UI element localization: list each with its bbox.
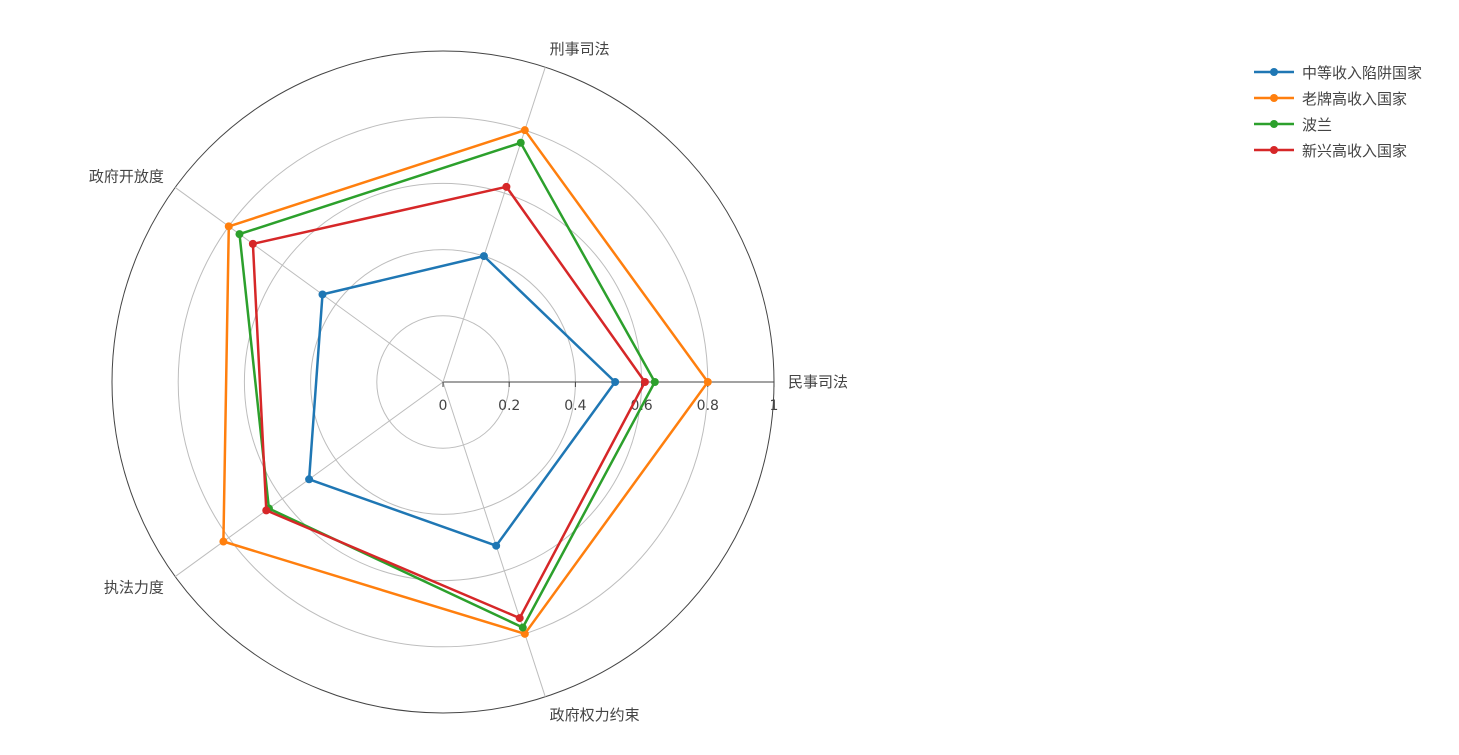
spoke-政府权力约束 [442,381,546,697]
data-point [248,239,257,248]
data-point [520,629,529,638]
legend-item[interactable]: 波兰 [1254,116,1332,134]
legend-label: 老牌高收入国家 [1302,90,1407,108]
series-line [222,128,710,636]
radial-tick-label: 0 [439,398,448,414]
data-point [305,475,314,484]
data-point [235,230,244,239]
data-point [219,537,228,546]
radial-tick-label: 0.2 [498,398,520,414]
axis-label: 民事司法 [788,373,848,391]
series-line [238,141,657,629]
series-layer [219,126,712,638]
data-point [224,222,233,231]
legend-item[interactable]: 中等收入陷阱国家 [1254,64,1422,82]
legend-label: 中等收入陷阱国家 [1302,64,1422,82]
radial-ticks: 0 0.2 0.4 0.6 0.8 1 [439,382,779,414]
legend-swatch-marker [1270,146,1278,154]
data-point [518,623,527,632]
spoke-政府开放度 [174,187,444,383]
radial-tick-label: 0.8 [697,398,719,414]
data-point [650,378,659,386]
legend-swatch-marker [1270,68,1278,76]
data-point [318,290,327,299]
data-point [262,506,271,515]
legend-swatch-marker [1270,120,1278,128]
axis-label: 政府开放度 [89,167,164,185]
data-point [520,126,529,135]
data-point [492,541,501,550]
radial-tick-label: 1 [770,398,779,414]
data-point [611,378,620,386]
data-point [516,138,525,147]
data-point [502,182,511,191]
data-point [515,614,524,623]
data-point [703,378,712,386]
series-line [307,254,617,547]
legend-label: 新兴高收入国家 [1302,142,1407,160]
legend-item[interactable]: 新兴高收入国家 [1254,142,1407,160]
series-中等收入陷阱国家 [305,252,620,550]
radial-tick-label: 0.4 [564,398,586,414]
legend-label: 波兰 [1302,116,1332,134]
legend-swatch-marker [1270,94,1278,102]
data-point [640,378,649,386]
data-point [479,252,488,261]
spoke-刑事司法 [442,67,546,383]
axis-label: 刑事司法 [550,40,610,58]
series-老牌高收入国家 [219,126,712,638]
series-波兰 [235,138,659,632]
series-新兴高收入国家 [248,182,649,623]
legend-item[interactable]: 老牌高收入国家 [1254,90,1407,108]
axis-label: 政府权力约束 [550,706,640,724]
series-line [251,185,647,620]
axis-label: 执法力度 [104,579,164,597]
